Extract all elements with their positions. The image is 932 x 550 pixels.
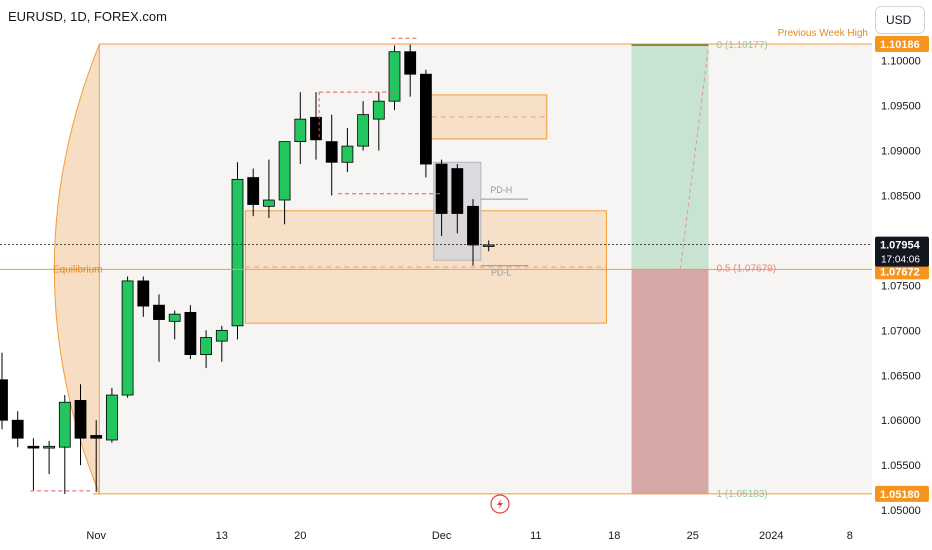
annotation-lines-layer: Previous Week High Equilibrium 0 (1.10177)…: [0, 28, 872, 514]
x-tick-label: Nov: [86, 530, 106, 542]
pd-l-label: PD-L: [491, 268, 512, 278]
candle-body-31: [482, 244, 495, 247]
previous-week-high-label: Previous Week High: [778, 28, 868, 39]
y-tick-label: 1.09500: [881, 101, 921, 113]
y-tick-label: 1.06000: [881, 415, 921, 427]
candle-body-12: [184, 311, 197, 356]
position-path-line: [679, 46, 709, 270]
x-tick-label: 13: [216, 530, 228, 542]
candle-body-16: [247, 177, 260, 205]
candle-body-6: [90, 435, 103, 439]
candle-body-14: [215, 329, 228, 342]
candle-body-18: [278, 141, 291, 201]
y-tick-label: 1.10000: [881, 56, 921, 68]
candles-layer: [0, 44, 495, 494]
equilibrium-price-tag: [875, 263, 929, 280]
y-tick-label: 1.05000: [881, 505, 921, 517]
candle-body-30: [467, 205, 479, 246]
candle-body-23: [357, 114, 370, 147]
candle-body-4: [58, 401, 71, 448]
candle-body-29: [451, 168, 464, 214]
candle-body-5: [74, 400, 87, 439]
x-tick-label: 25: [687, 530, 699, 542]
x-tick-label: 11: [530, 530, 541, 542]
y-tick-label: 1.07500: [881, 280, 921, 292]
x-tick-label: 8: [847, 530, 853, 542]
low-price-tag: [875, 485, 929, 502]
candle-body-22: [341, 145, 354, 163]
y-tick-label: 1.05500: [881, 460, 921, 472]
fib-0-label: 0 (1.10177): [717, 40, 768, 51]
y-tick-label: 1.09000: [881, 146, 921, 158]
x-tick-label: Dec: [432, 530, 452, 542]
candle-body-27: [419, 73, 432, 165]
pwh-price-tag: [875, 36, 929, 52]
fib-1-label: 1 (1.05183): [717, 489, 768, 500]
candle-body-3: [43, 445, 55, 449]
y-tick-label: 1.08500: [881, 191, 921, 203]
candle-body-10: [153, 304, 165, 320]
candle-body-0: [0, 379, 8, 421]
lightning-icon-glyph: [497, 499, 503, 509]
candle-body-20: [310, 116, 322, 141]
y-tick-label: 1.06500: [881, 370, 921, 382]
pwh-price-tag-text: 1.10186: [880, 39, 920, 51]
low-price-tag-text: 1.05180: [880, 489, 920, 501]
candle-body-25: [388, 51, 401, 102]
candle-body-28: [435, 163, 448, 214]
candle-body-7: [106, 394, 118, 441]
candle-body-15: [231, 178, 244, 327]
zones-layer: [244, 43, 709, 494]
candle-body-9: [137, 280, 150, 307]
candle-body-24: [372, 100, 385, 120]
equilibrium-price-tag-text: 1.07672: [880, 266, 920, 278]
candle-body-13: [200, 337, 213, 356]
candle-body-8: [121, 280, 134, 396]
x-tick-label: 2024: [759, 530, 783, 542]
candle-body-26: [404, 51, 417, 75]
x-tick-label: 18: [608, 530, 620, 542]
chart-title: EURUSD, 1D, FOREX.com: [8, 9, 167, 24]
candle-body-2: [27, 445, 40, 449]
y-tick-label: 1.07000: [881, 325, 921, 337]
candle-body-21: [325, 141, 338, 163]
position-target-zone: [631, 44, 709, 270]
current-price-tag-text: 1.07954: [880, 240, 921, 252]
candle-body-19: [294, 118, 307, 143]
equilibrium-label: Equilibrium: [53, 264, 102, 275]
time-axis: [0, 520, 932, 550]
candle-body-1: [11, 419, 24, 439]
position-stop-zone: [631, 269, 709, 494]
x-tick-label: 20: [294, 530, 306, 542]
pd-h-label: PD-H: [490, 185, 512, 195]
fib-05-label: 0.5 (1.07679): [717, 263, 777, 274]
current-price-tag: [875, 236, 929, 267]
candle-body-11: [168, 313, 181, 322]
currency-button[interactable]: USD: [875, 6, 925, 34]
candle-body-17: [262, 199, 275, 207]
countdown-text: 17:04:06: [881, 255, 920, 266]
